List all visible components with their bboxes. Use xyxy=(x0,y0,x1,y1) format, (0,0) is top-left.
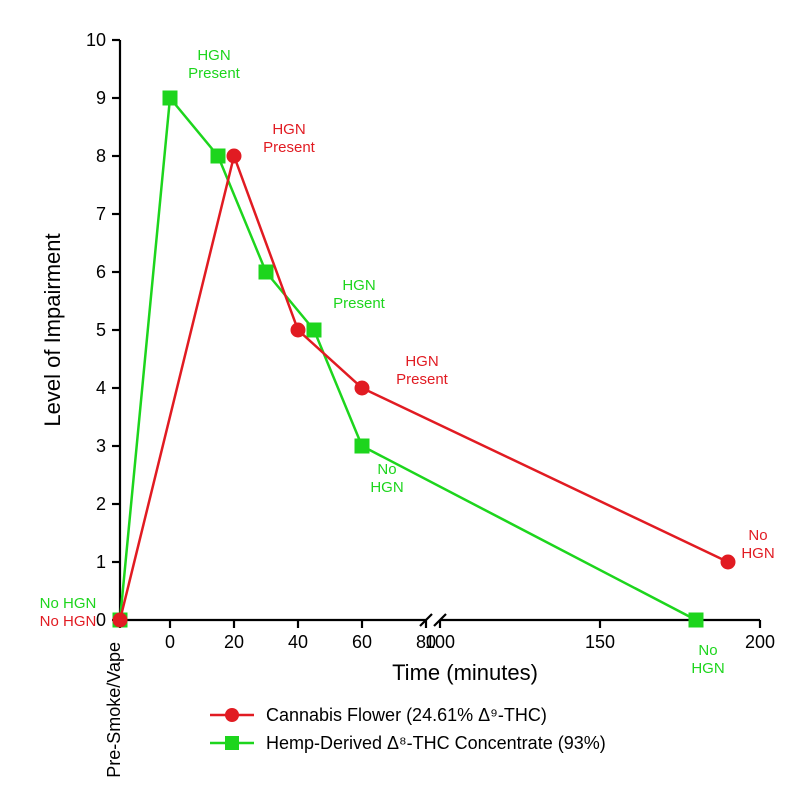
x-axis-label: Time (minutes) xyxy=(392,660,538,685)
annotation: HGN xyxy=(405,353,438,370)
x-tick-label: 200 xyxy=(745,632,775,652)
annotation: HGN xyxy=(342,277,375,294)
marker-cannabis xyxy=(291,323,305,337)
y-tick-label: 5 xyxy=(96,320,106,340)
annotation: Present xyxy=(396,371,449,388)
annotation: HGN xyxy=(741,545,774,562)
annotation: Present xyxy=(333,295,386,312)
annotation: HGN xyxy=(272,121,305,138)
y-tick-label: 3 xyxy=(96,436,106,456)
annotation: Present xyxy=(188,65,241,82)
annotation: No xyxy=(377,461,396,478)
legend-marker-hemp xyxy=(225,736,239,750)
legend-marker-cannabis xyxy=(225,708,239,722)
x-tick-label: 0 xyxy=(165,632,175,652)
y-axis-label: Level of Impairment xyxy=(40,233,65,426)
x-categorical-label: Pre-Smoke/Vape xyxy=(104,642,124,778)
marker-hemp xyxy=(307,323,321,337)
x-tick-label: 40 xyxy=(288,632,308,652)
annotation: Present xyxy=(263,139,316,156)
marker-hemp xyxy=(259,265,273,279)
marker-cannabis xyxy=(721,555,735,569)
y-tick-label: 7 xyxy=(96,204,106,224)
y-tick-label: 10 xyxy=(86,30,106,50)
x-tick-label: 20 xyxy=(224,632,244,652)
marker-hemp xyxy=(689,613,703,627)
marker-hemp xyxy=(211,149,225,163)
y-tick-label: 6 xyxy=(96,262,106,282)
annotation: HGN xyxy=(691,660,724,677)
annotation: No xyxy=(748,527,767,544)
marker-cannabis xyxy=(355,381,369,395)
annotation: No HGN xyxy=(40,595,97,612)
marker-cannabis xyxy=(113,613,127,627)
y-tick-label: 4 xyxy=(96,378,106,398)
y-tick-label: 1 xyxy=(96,552,106,572)
annotation: HGN xyxy=(197,47,230,64)
y-tick-label: 0 xyxy=(96,610,106,630)
annotation: HGN xyxy=(370,479,403,496)
y-tick-label: 2 xyxy=(96,494,106,514)
y-tick-label: 9 xyxy=(96,88,106,108)
y-tick-label: 8 xyxy=(96,146,106,166)
marker-cannabis xyxy=(227,149,241,163)
marker-hemp xyxy=(355,439,369,453)
legend-label-hemp: Hemp-Derived Δ⁸-THC Concentrate (93%) xyxy=(266,733,606,753)
annotation: No xyxy=(698,642,717,659)
x-tick-label: 60 xyxy=(352,632,372,652)
impairment-chart: 012345678910Level of Impairment020406080… xyxy=(0,0,789,786)
annotation: No HGN xyxy=(40,613,97,630)
marker-hemp xyxy=(163,91,177,105)
x-tick-label: 100 xyxy=(425,632,455,652)
legend-label-cannabis: Cannabis Flower (24.61% Δ⁹-THC) xyxy=(266,705,547,725)
series-line-cannabis xyxy=(120,156,728,620)
x-tick-label: 150 xyxy=(585,632,615,652)
